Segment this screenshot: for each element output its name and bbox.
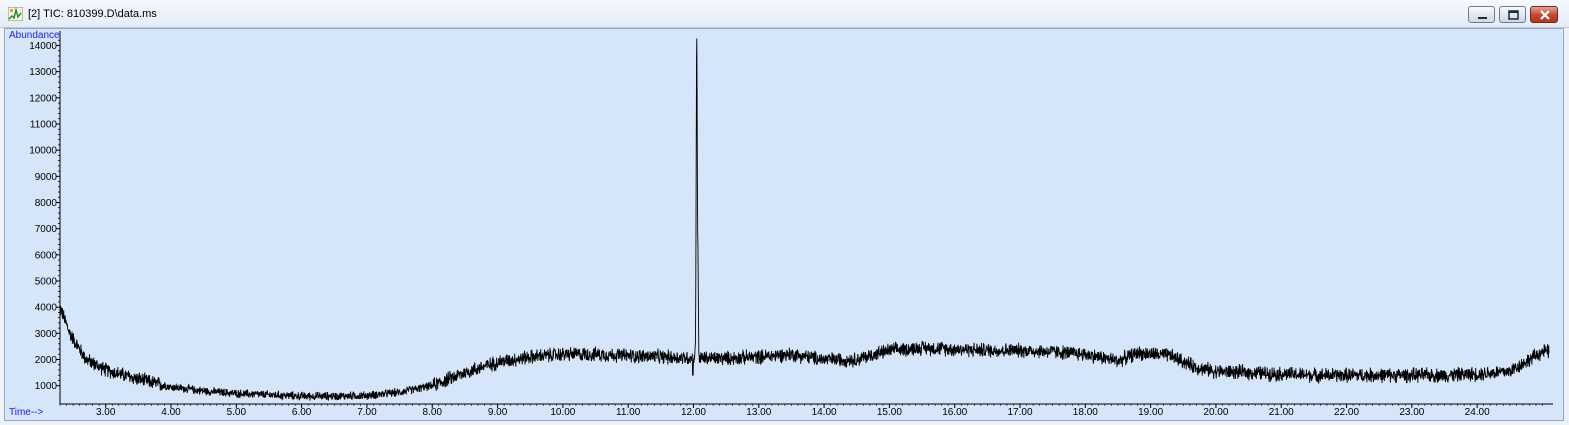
title-bar[interactable]: [2] TIC: 810399.D\data.ms [0, 0, 1569, 28]
x-tick-label: 17.00 [1007, 407, 1032, 418]
x-tick-label: 20.00 [1203, 407, 1228, 418]
x-tick-label: 23.00 [1399, 407, 1424, 418]
y-tick-label: 11000 [30, 119, 58, 130]
y-tick-label: 1000 [35, 381, 58, 392]
y-tick-label: 12000 [29, 93, 57, 104]
x-axis-title: Time--> [9, 407, 44, 418]
tic-trace-line [59, 38, 1550, 401]
x-tick-label: 5.00 [227, 407, 247, 418]
y-axis-title: Abundance [9, 30, 60, 41]
x-tick-label: 3.00 [96, 407, 116, 418]
y-tick-label: 5000 [35, 277, 58, 288]
y-tick-label: 8000 [35, 198, 58, 209]
x-tick-label: 9.00 [488, 407, 508, 418]
tic-trace-layer [59, 38, 1550, 401]
minimize-button[interactable] [1468, 6, 1495, 23]
x-tick-label: 21.00 [1269, 407, 1294, 418]
chart-axes: 1000 2000 3000 4000 5000 6000 7000 8000 9000 1000… [29, 31, 1553, 418]
x-tick-label: 18.00 [1073, 407, 1098, 418]
x-tick-label: 14.00 [812, 407, 837, 418]
x-tick-label: 11.00 [616, 407, 641, 418]
y-tick-label: 3000 [35, 329, 58, 340]
x-tick-label: 13.00 [746, 407, 771, 418]
x-tick-label: 24.00 [1465, 407, 1490, 418]
minimize-icon [1478, 17, 1487, 19]
x-tick-label: 6.00 [292, 407, 312, 418]
x-tick-label: 4.00 [161, 407, 181, 418]
x-tick-label: 7.00 [357, 407, 377, 418]
y-tick-label: 14000 [29, 41, 57, 52]
x-tick-label: 10.00 [550, 407, 575, 418]
restore-button[interactable] [1499, 6, 1526, 23]
chromatogram-app-icon [8, 7, 23, 21]
close-button[interactable] [1530, 6, 1558, 23]
window-title: [2] TIC: 810399.D\data.ms [28, 8, 157, 20]
x-tick-label: 8.00 [423, 407, 443, 418]
y-tick-label: 13000 [29, 67, 57, 78]
x-tick-label: 19.00 [1138, 407, 1163, 418]
y-tick-label: 7000 [35, 224, 58, 235]
y-tick-label: 10000 [29, 146, 57, 157]
restore-icon [1508, 10, 1519, 20]
y-tick-label: 9000 [35, 172, 58, 183]
x-tick-label: 16.00 [942, 407, 967, 418]
window-border-bottom [0, 421, 1569, 425]
y-tick-label: 6000 [35, 250, 58, 261]
y-tick-label: 4000 [35, 303, 58, 314]
x-tick-label: 22.00 [1334, 407, 1359, 418]
x-tick-label: 15.00 [877, 407, 902, 418]
window-border-right [1564, 28, 1569, 425]
x-tick-label: 12.00 [681, 407, 706, 418]
y-tick-label: 2000 [35, 355, 58, 366]
close-icon [1540, 10, 1550, 20]
